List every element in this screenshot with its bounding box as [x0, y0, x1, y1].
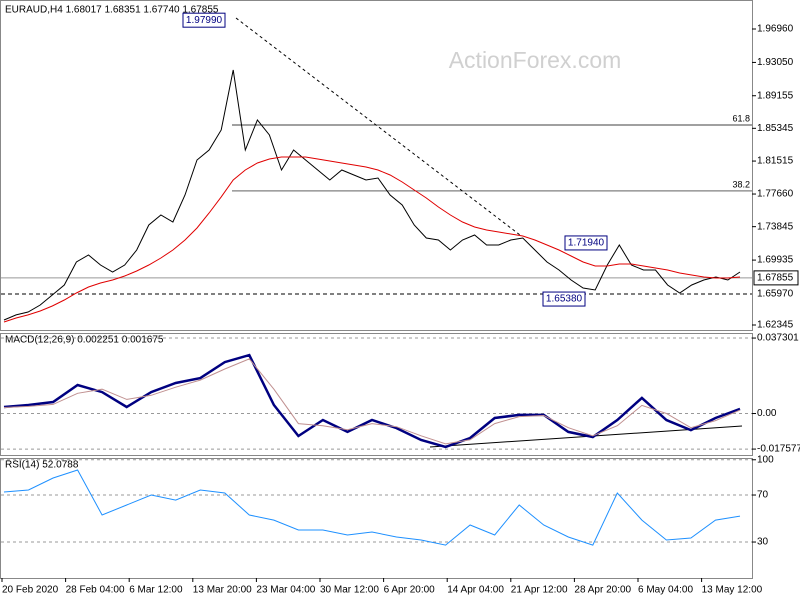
watermark: ActionForex.com [449, 47, 622, 73]
chart-title: EURAUD,H4 1.68017 1.68351 1.67740 1.6785… [5, 5, 219, 16]
annotation-label: 1.65380 [546, 294, 583, 305]
y-tick-label: 0.037301 [757, 333, 799, 344]
price-label-box [753, 270, 799, 286]
y-tick-label: 100 [757, 454, 774, 465]
x-tick-label: 6 Apr 20:00 [384, 585, 436, 596]
rsi-panel [0, 458, 753, 579]
macd-title: MACD(12,26,9) 0.002251 0.001675 [5, 335, 164, 346]
x-tick-label: 13 May 12:00 [702, 585, 763, 596]
x-tick-label: 13 Mar 20:00 [193, 585, 252, 596]
series-line [3, 156, 741, 323]
x-tick-label: 14 Apr 04:00 [447, 585, 504, 596]
x-tick-label: 28 Apr 20:00 [574, 585, 631, 596]
annotation-box [564, 235, 608, 251]
x-tick-label: 28 Feb 04:00 [66, 585, 125, 596]
x-tick-label: 20 Feb 2020 [2, 585, 59, 596]
y-tick-label: 1.85345 [757, 123, 794, 134]
y-tick-label: 1.77660 [757, 189, 794, 200]
y-tick-label: 1.96960 [757, 24, 794, 35]
y-tick-label: 30 [757, 537, 769, 548]
annotation-label: 1.97990 [186, 15, 223, 26]
price-label: 1.65970 [757, 289, 794, 300]
rsi-title: RSI(14) 52.0788 [5, 460, 79, 471]
macd-panel [0, 333, 753, 456]
price-panel [0, 0, 753, 331]
x-tick-label: 6 May 04:00 [638, 585, 693, 596]
fib-label: 61.8 [732, 113, 750, 123]
y-tick-label: 1.93050 [757, 57, 794, 68]
series-line [3, 353, 741, 449]
x-tick-label: 6 Mar 12:00 [129, 585, 183, 596]
series-line [3, 69, 741, 321]
series-line [3, 358, 741, 445]
y-tick-label: 1.89155 [757, 90, 794, 101]
series-line [3, 469, 741, 546]
y-tick-label: 1.81515 [757, 156, 794, 167]
y-tick-label: 1.73845 [757, 221, 794, 232]
y-tick-label: -0.017577 [757, 444, 800, 455]
x-tick-label: 21 Apr 12:00 [511, 585, 568, 596]
y-tick-label: 70 [757, 490, 769, 501]
price-label-box [753, 286, 799, 302]
x-tick-label: 23 Mar 04:00 [256, 585, 315, 596]
y-tick-label: 1.69935 [757, 255, 794, 266]
x-tick-label: 30 Mar 12:00 [320, 585, 379, 596]
annotation-label: 1.71940 [568, 238, 605, 249]
y-tick-label: 0.00 [757, 408, 777, 419]
annotation-box [182, 12, 226, 28]
fib-label: 38.2 [732, 179, 750, 189]
y-tick-label: 1.62345 [757, 320, 794, 331]
price-label: 1.67855 [757, 273, 794, 284]
annotation-box [542, 291, 586, 307]
